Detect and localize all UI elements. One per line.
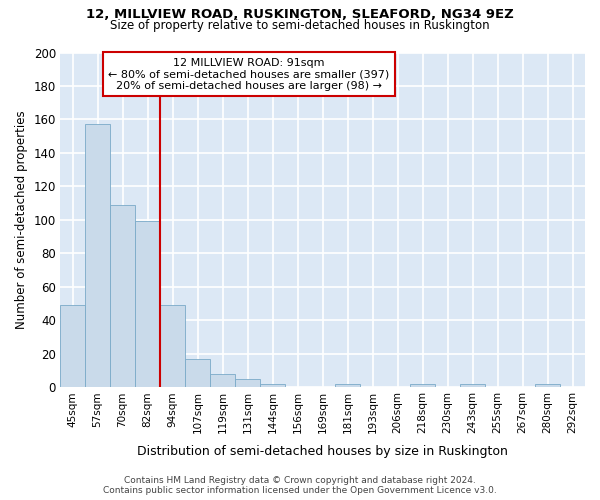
Bar — [160, 305, 185, 387]
Bar — [535, 384, 560, 387]
Bar — [110, 204, 135, 387]
Bar — [135, 222, 160, 387]
Bar — [260, 384, 285, 387]
Y-axis label: Number of semi-detached properties: Number of semi-detached properties — [15, 110, 28, 329]
Text: 12 MILLVIEW ROAD: 91sqm
← 80% of semi-detached houses are smaller (397)
20% of s: 12 MILLVIEW ROAD: 91sqm ← 80% of semi-de… — [109, 58, 389, 90]
Bar — [460, 384, 485, 387]
Bar — [410, 384, 435, 387]
Bar — [210, 374, 235, 387]
X-axis label: Distribution of semi-detached houses by size in Ruskington: Distribution of semi-detached houses by … — [137, 444, 508, 458]
Bar — [85, 124, 110, 387]
Text: Contains HM Land Registry data © Crown copyright and database right 2024.
Contai: Contains HM Land Registry data © Crown c… — [103, 476, 497, 495]
Bar — [235, 378, 260, 387]
Bar — [335, 384, 360, 387]
Bar — [60, 305, 85, 387]
Bar — [185, 358, 210, 387]
Text: Size of property relative to semi-detached houses in Ruskington: Size of property relative to semi-detach… — [110, 19, 490, 32]
Text: 12, MILLVIEW ROAD, RUSKINGTON, SLEAFORD, NG34 9EZ: 12, MILLVIEW ROAD, RUSKINGTON, SLEAFORD,… — [86, 8, 514, 20]
